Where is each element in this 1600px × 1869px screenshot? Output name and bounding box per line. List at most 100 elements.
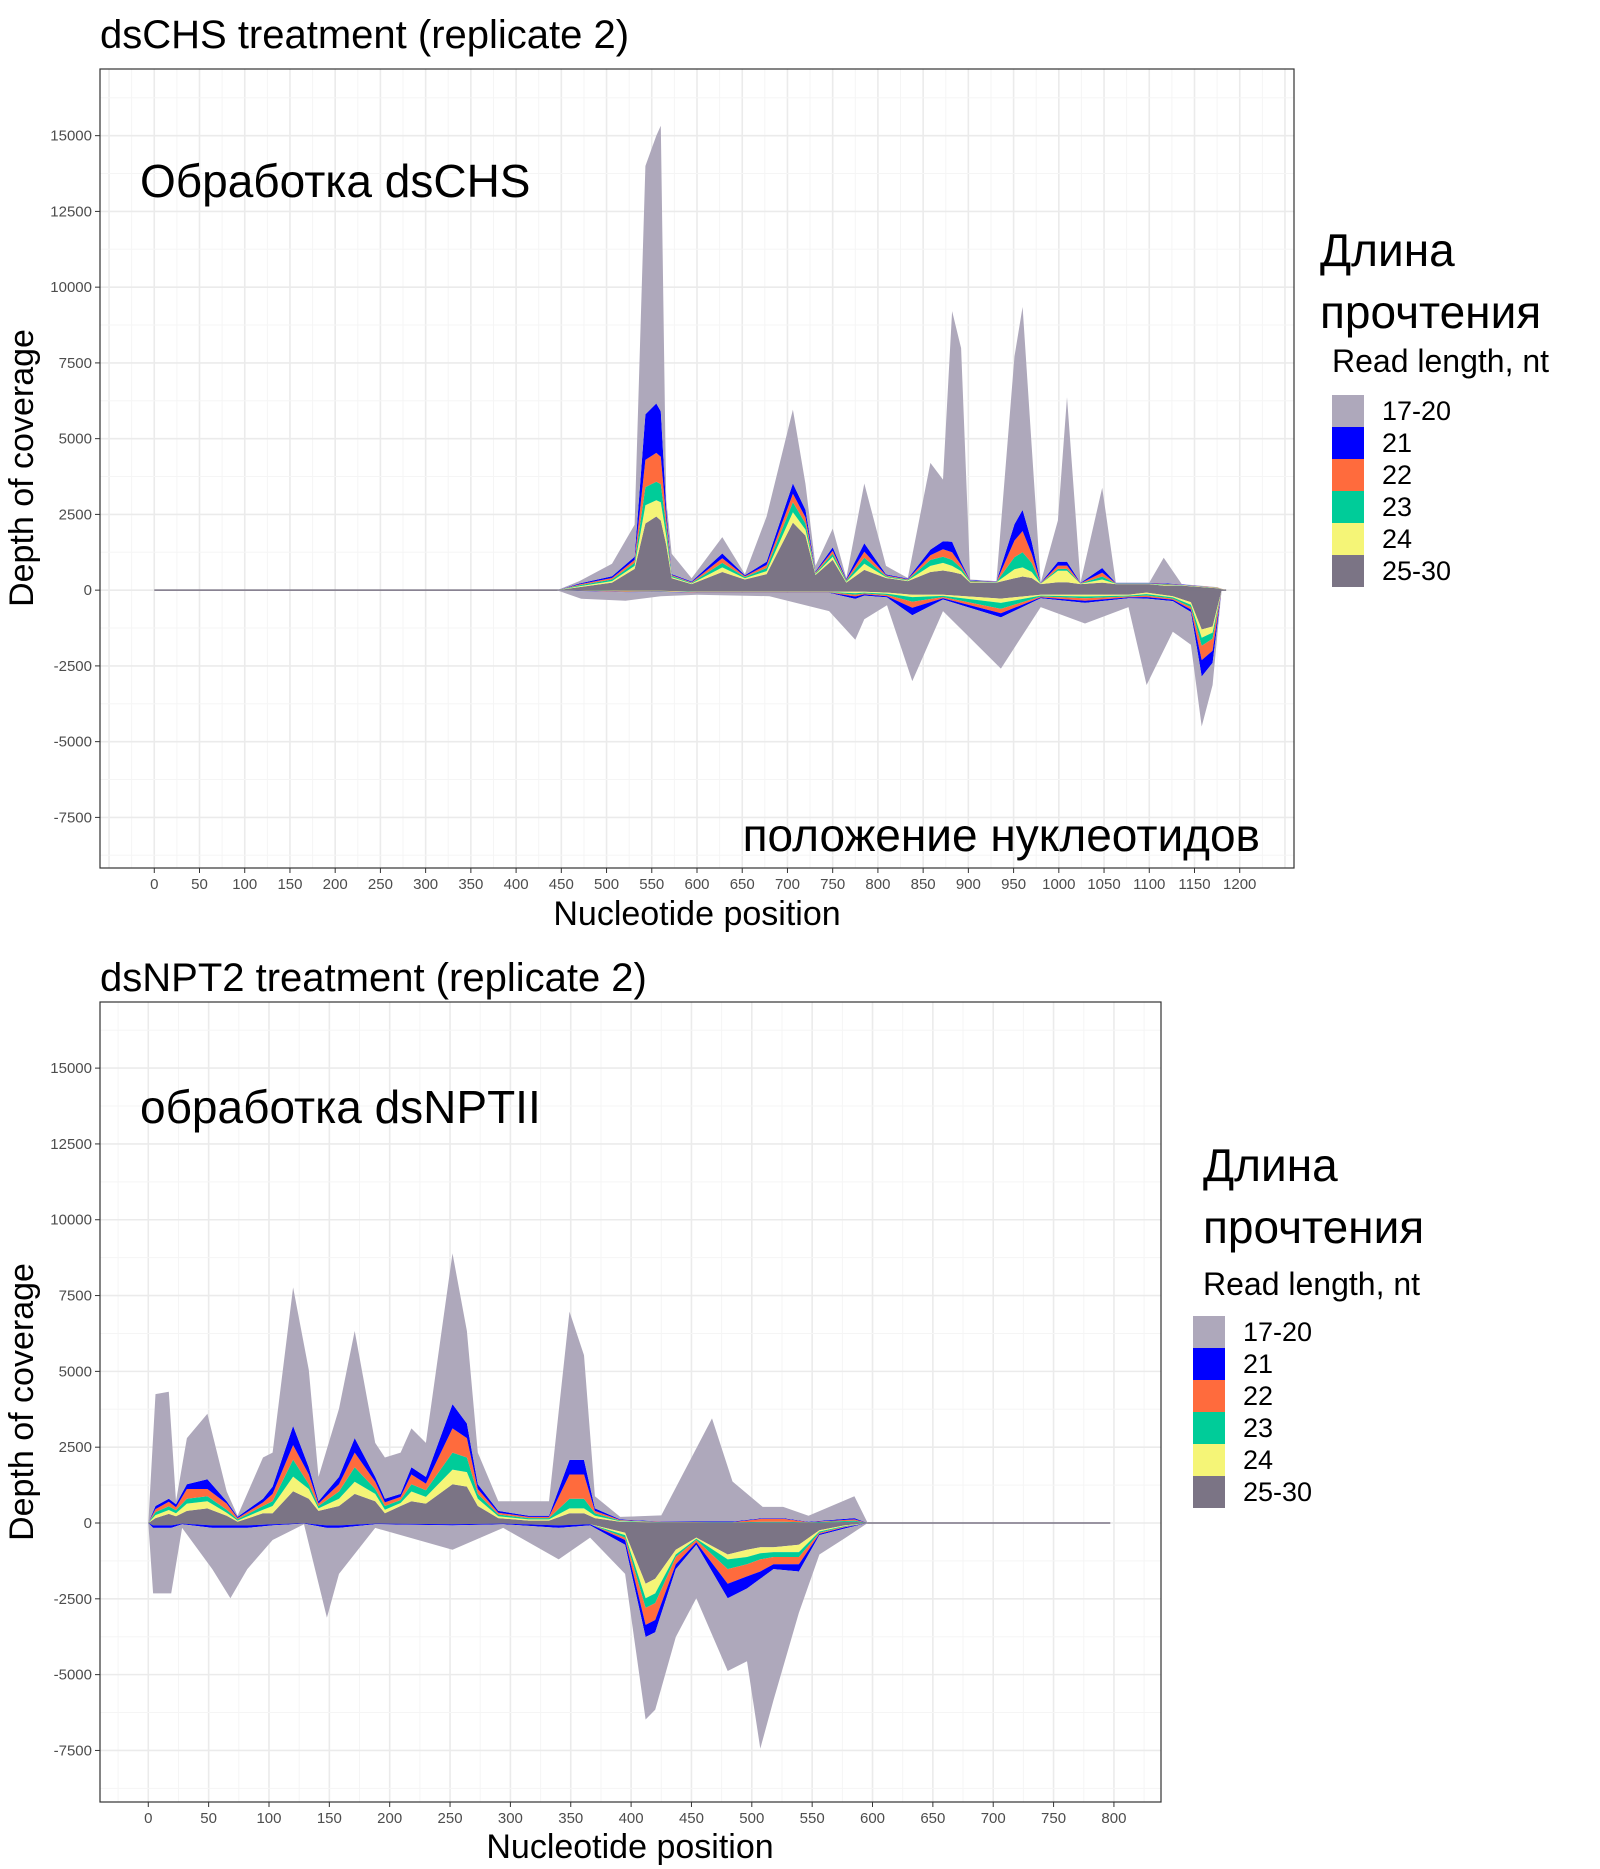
x-tick-label: 200 bbox=[323, 876, 348, 893]
legend-entry-22: 22 bbox=[1332, 459, 1549, 491]
legend-entry-23: 23 bbox=[1332, 491, 1549, 523]
x-tick-label: 300 bbox=[413, 876, 438, 893]
x-tick-label: 450 bbox=[679, 1810, 704, 1827]
legend-label: 25-30 bbox=[1382, 556, 1452, 586]
legend-label: 21 bbox=[1382, 428, 1413, 458]
legend-label: 17-20 bbox=[1382, 396, 1452, 426]
legend-entry-24: 24 bbox=[1193, 1444, 1424, 1476]
x-tick-label: 0 bbox=[150, 876, 158, 893]
area-plus-strand-17-20 bbox=[148, 1253, 868, 1523]
area-minus-strand-22 bbox=[154, 590, 1222, 661]
chart-2-title: dsNPT2 treatment (replicate 2) bbox=[100, 956, 647, 1000]
legend-label: 23 bbox=[1243, 1413, 1274, 1443]
x-tick-label: 300 bbox=[498, 1810, 523, 1827]
x-tick-label: 150 bbox=[277, 876, 302, 893]
legend-entry-25-30: 25-30 bbox=[1332, 555, 1549, 587]
x-tick-label: 50 bbox=[191, 876, 208, 893]
y-tick-label: 2500 bbox=[59, 506, 92, 523]
x-tick-label: 250 bbox=[438, 1810, 463, 1827]
x-tick-label: 800 bbox=[865, 876, 890, 893]
area-minus-strand-21 bbox=[154, 590, 1222, 677]
area-minus-strand-21 bbox=[148, 1523, 868, 1637]
y-tick-label: -7500 bbox=[54, 1742, 92, 1759]
legend-label: 22 bbox=[1243, 1381, 1274, 1411]
legend-key-23 bbox=[1332, 491, 1364, 523]
x-tick-label: 400 bbox=[504, 876, 529, 893]
legend-key-24 bbox=[1193, 1444, 1225, 1476]
x-tick-label: 950 bbox=[1001, 876, 1026, 893]
legend-title: Read length, nt bbox=[1203, 1266, 1421, 1302]
y-tick-label: 5000 bbox=[59, 1363, 92, 1380]
chart-1-annotation-treatment: Обработка dsCHS bbox=[140, 155, 531, 207]
x-tick-label: 400 bbox=[619, 1810, 644, 1827]
chart-1-plot: 1500012500100007500500025000-2500-5000-7… bbox=[50, 68, 1295, 893]
y-tick-label: 12500 bbox=[50, 203, 92, 220]
area-plus-strand-21 bbox=[148, 1404, 868, 1523]
x-tick-label: 100 bbox=[232, 876, 257, 893]
x-tick-label: 350 bbox=[558, 1810, 583, 1827]
legend-label: 23 bbox=[1382, 492, 1413, 522]
chart-1-x-axis-title: Nucleotide position bbox=[553, 895, 841, 933]
legend-entry-24: 24 bbox=[1332, 523, 1549, 555]
legend-label: 22 bbox=[1382, 460, 1413, 490]
x-tick-label: 600 bbox=[860, 1810, 885, 1827]
y-tick-label: 12500 bbox=[50, 1136, 92, 1153]
chart-1-legend: Длина прочтения Read length, nt 17-20 21 2… bbox=[1320, 225, 1549, 587]
legend-entry-23: 23 bbox=[1193, 1412, 1424, 1444]
x-tick-label: 350 bbox=[458, 876, 483, 893]
legend-entry-17-20: 17-20 bbox=[1193, 1316, 1424, 1348]
area-minus-strand-25-30 bbox=[154, 590, 1222, 630]
x-tick-label: 900 bbox=[956, 876, 981, 893]
legend-entry-21: 21 bbox=[1193, 1348, 1424, 1380]
y-tick-label: 10000 bbox=[50, 279, 92, 296]
x-tick-label: 1100 bbox=[1133, 876, 1165, 893]
legend-key-17-20 bbox=[1193, 1316, 1225, 1348]
legend-entry-21: 21 bbox=[1332, 427, 1549, 459]
x-tick-label: 650 bbox=[730, 876, 755, 893]
legend-title-ru-1: Длина bbox=[1320, 224, 1455, 276]
x-tick-label: 50 bbox=[200, 1810, 217, 1827]
legend-key-25-30 bbox=[1332, 555, 1364, 587]
legend-key-25-30 bbox=[1193, 1476, 1225, 1508]
x-tick-label: 450 bbox=[549, 876, 574, 893]
y-tick-label: 15000 bbox=[50, 1060, 92, 1077]
y-tick-label: -5000 bbox=[54, 1667, 92, 1684]
x-tick-label: 250 bbox=[368, 876, 393, 893]
legend-label: 17-20 bbox=[1243, 1317, 1313, 1347]
area-plus-strand-17-20 bbox=[154, 125, 1227, 591]
panel-border bbox=[99, 1001, 1162, 1803]
legend-key-21 bbox=[1332, 427, 1364, 459]
y-tick-label: 15000 bbox=[50, 128, 92, 145]
x-tick-label: 500 bbox=[594, 876, 619, 893]
x-tick-label: 800 bbox=[1101, 1810, 1126, 1827]
area-minus-strand-17-20 bbox=[148, 1523, 868, 1749]
x-tick-label: 1200 bbox=[1223, 876, 1256, 893]
legend-title-ru-2: прочтения bbox=[1320, 286, 1542, 338]
x-tick-label: 750 bbox=[1041, 1810, 1066, 1827]
legend-title: Read length, nt bbox=[1332, 343, 1550, 379]
x-tick-label: 150 bbox=[317, 1810, 342, 1827]
x-tick-label: 200 bbox=[377, 1810, 402, 1827]
x-tick-label: 550 bbox=[800, 1810, 825, 1827]
x-tick-label: 650 bbox=[920, 1810, 945, 1827]
x-tick-label: 100 bbox=[256, 1810, 281, 1827]
x-tick-label: 700 bbox=[981, 1810, 1006, 1827]
x-tick-label: 1150 bbox=[1178, 876, 1210, 893]
chart-1-annotation-position: положение нуклеотидов bbox=[742, 809, 1260, 861]
legend-entry-25-30: 25-30 bbox=[1193, 1476, 1424, 1508]
legend-title-ru-2: прочтения bbox=[1203, 1201, 1425, 1253]
y-tick-label: 7500 bbox=[59, 355, 92, 372]
legend-label: 24 bbox=[1243, 1445, 1274, 1475]
x-tick-label: 500 bbox=[739, 1810, 764, 1827]
y-tick-label: 0 bbox=[84, 1515, 92, 1532]
x-tick-label: 750 bbox=[820, 876, 845, 893]
legend-key-22 bbox=[1332, 459, 1364, 491]
x-tick-label: 0 bbox=[144, 1810, 152, 1827]
legend-title-ru-1: Длина bbox=[1203, 1139, 1338, 1191]
legend-label: 25-30 bbox=[1243, 1477, 1313, 1507]
y-tick-label: 7500 bbox=[59, 1288, 92, 1305]
legend-key-22 bbox=[1193, 1380, 1225, 1412]
y-tick-label: -5000 bbox=[54, 734, 92, 751]
x-tick-label: 1000 bbox=[1042, 876, 1075, 893]
